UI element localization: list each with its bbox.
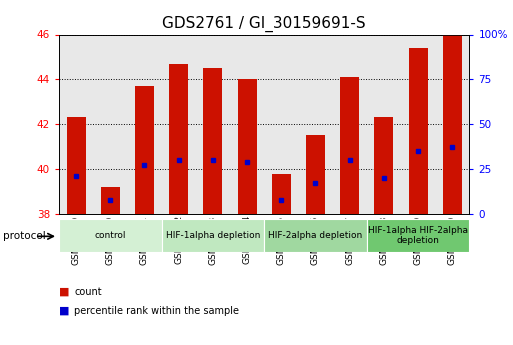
Bar	[135, 86, 154, 214]
Text: HIF-1alpha HIF-2alpha
depletion: HIF-1alpha HIF-2alpha depletion	[368, 226, 468, 245]
Bar	[374, 117, 393, 214]
Text: HIF-1alpha depletion: HIF-1alpha depletion	[166, 231, 260, 240]
Text: control: control	[94, 231, 126, 240]
Text: protocol: protocol	[3, 231, 45, 241]
Bar	[367, 219, 469, 252]
Bar	[272, 174, 291, 214]
Text: HIF-2alpha depletion: HIF-2alpha depletion	[268, 231, 363, 240]
Bar	[340, 77, 359, 214]
Title: GDS2761 / GI_30159691-S: GDS2761 / GI_30159691-S	[163, 16, 366, 32]
Bar	[409, 48, 427, 214]
Bar	[59, 219, 162, 252]
Bar	[162, 219, 264, 252]
Text: percentile rank within the sample: percentile rank within the sample	[74, 306, 240, 315]
Bar	[101, 187, 120, 214]
Bar	[306, 135, 325, 214]
Text: ■: ■	[59, 306, 69, 315]
Text: count: count	[74, 287, 102, 296]
Bar	[264, 219, 367, 252]
Bar	[169, 63, 188, 214]
Text: ■: ■	[59, 287, 69, 296]
Bar	[443, 34, 462, 214]
Bar	[238, 79, 256, 214]
Bar	[67, 117, 86, 214]
Bar	[204, 68, 222, 214]
